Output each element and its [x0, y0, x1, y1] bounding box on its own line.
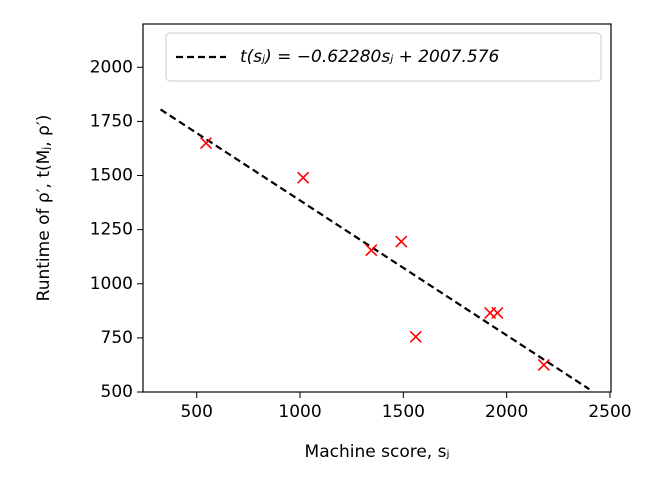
y-tick-label: 500 — [101, 382, 133, 402]
point-stroke — [297, 171, 310, 184]
point — [199, 136, 213, 150]
point-stroke — [491, 306, 504, 320]
y-axis-label: Runtime of ρ′, t(Mⱼ, ρ′) — [34, 115, 54, 302]
x-tick-label: 2500 — [588, 402, 631, 422]
y-tick-label: 1750 — [90, 111, 133, 131]
y-tick-label: 2000 — [90, 57, 133, 77]
point — [409, 330, 422, 343]
y-tick-label: 1000 — [90, 274, 133, 294]
point-stroke — [409, 330, 422, 343]
plot-frame — [142, 23, 612, 393]
point — [297, 171, 310, 184]
point — [491, 306, 504, 320]
x-tick-label: 500 — [180, 402, 212, 422]
point-stroke — [365, 244, 378, 257]
x-tick-label: 2000 — [485, 402, 528, 422]
point-stroke — [537, 358, 550, 372]
point — [395, 235, 408, 248]
point — [537, 358, 550, 372]
fit-line — [159, 108, 590, 391]
x-tick-label: 1000 — [278, 402, 321, 422]
point-stroke — [395, 235, 408, 248]
legend-box — [165, 32, 602, 82]
x-tick-label: 1500 — [382, 402, 425, 422]
y-tick-label: 1250 — [90, 220, 133, 240]
x-axis-label: Machine score, sⱼ — [305, 442, 450, 462]
y-tick-label: 1500 — [90, 166, 133, 186]
point — [365, 244, 378, 257]
y-tick-label: 750 — [101, 328, 133, 348]
point-stroke — [199, 136, 213, 150]
legend-label: t(sⱼ) = −0.62280sⱼ + 2007.576 — [240, 47, 500, 67]
